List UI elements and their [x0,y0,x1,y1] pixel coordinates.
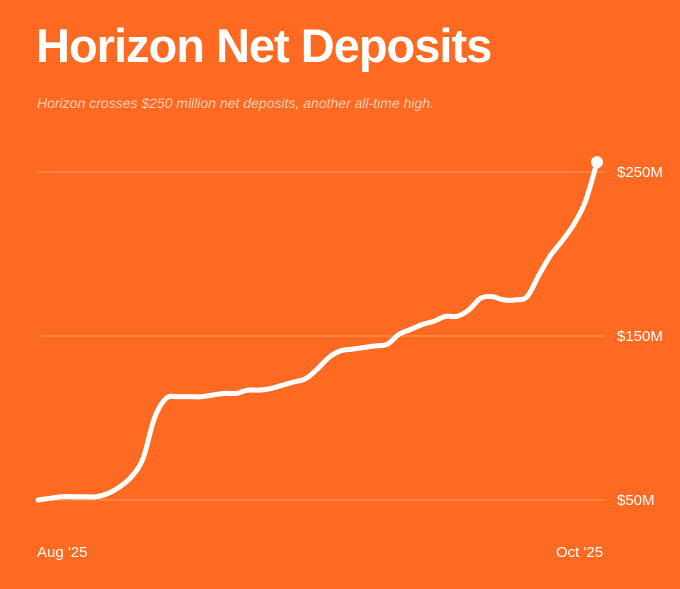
series-end-point-0 [591,156,603,169]
chart-subtitle: Horizon crosses $250 million net deposit… [37,95,434,111]
series-line-0 [35,159,600,503]
x-tick-label-end: Oct '25 [556,544,604,561]
y-tick-label-1: $150M [617,328,663,345]
y-tick-label-0: $50M [617,492,655,509]
x-tick-label-start: Aug '25 [37,544,88,561]
y-tick-label-2: $250M [617,164,663,181]
chart-title: Horizon Net Deposits [36,19,492,72]
